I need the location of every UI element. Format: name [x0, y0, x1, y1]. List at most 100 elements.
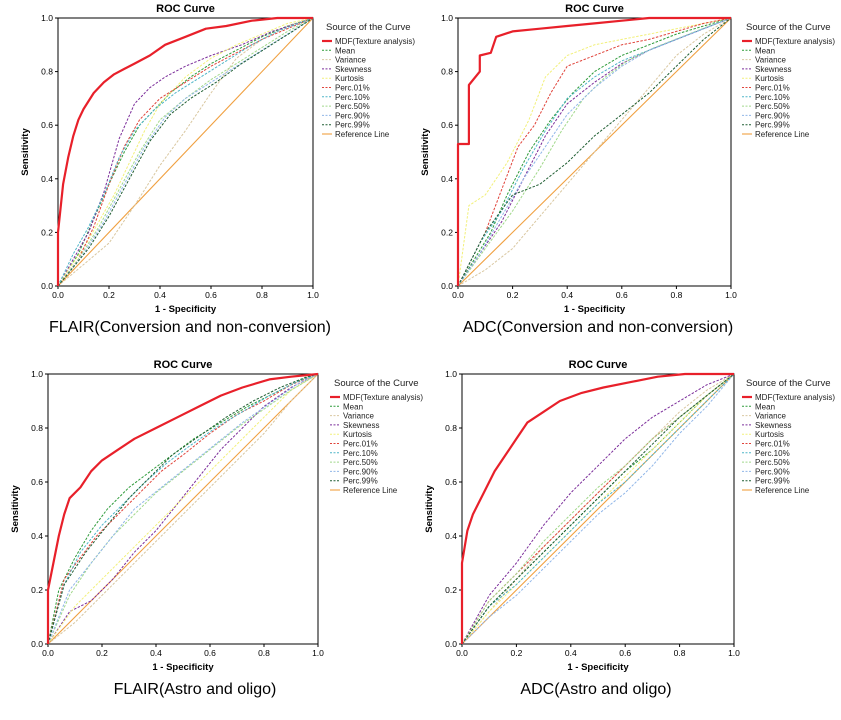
- legend-label-mean: Mean: [343, 402, 363, 411]
- roc-line-skewness: [57, 17, 314, 287]
- legend-label-skewness: Skewness: [755, 421, 791, 430]
- panel-caption: FLAIR(Conversion and non-conversion): [49, 319, 331, 336]
- legend-label-mean: Mean: [755, 402, 775, 411]
- y-tick-label: 0.0: [41, 281, 53, 291]
- roc-line-perc-10: [461, 373, 735, 645]
- legend-label-perc-90: Perc.90%: [343, 467, 378, 476]
- roc-line-mdf-texture-analysis: [56, 16, 313, 286]
- roc-line-perc-50: [57, 17, 314, 287]
- y-tick-label: 0.2: [445, 585, 457, 595]
- y-tick-label: 0.2: [441, 227, 453, 237]
- roc-line-perc-10: [47, 373, 319, 645]
- y-tick-label: 0.8: [445, 423, 457, 433]
- legend-label-kurtosis: Kurtosis: [755, 74, 784, 83]
- roc-line-variance: [47, 373, 319, 645]
- legend-label-mdf-texture-analysis: MDF(Texture analysis): [755, 37, 835, 46]
- legend-label-reference-line: Reference Line: [755, 130, 810, 139]
- roc-line-perc-99: [47, 373, 319, 645]
- legend-label-perc-99: Perc.99%: [343, 477, 378, 486]
- x-tick-label: 0.0: [456, 648, 468, 658]
- legend-label-perc-50: Perc.50%: [755, 102, 790, 111]
- chart-title: ROC Curve: [154, 359, 213, 371]
- roc-line-perc-90: [457, 17, 732, 287]
- x-tick-label: 0.4: [154, 290, 166, 300]
- legend-label-variance: Variance: [335, 56, 367, 65]
- panel-caption: FLAIR(Astro and oligo): [114, 681, 277, 698]
- legend-label-variance: Variance: [343, 412, 375, 421]
- roc-line-skewness: [47, 373, 319, 645]
- y-tick-label: 0.0: [441, 281, 453, 291]
- legend-label-kurtosis: Kurtosis: [755, 430, 784, 439]
- legend-label-skewness: Skewness: [343, 421, 379, 430]
- x-tick-label: 1.0: [725, 290, 737, 300]
- x-tick-label: 0.0: [42, 648, 54, 658]
- panel-caption: ADC(Conversion and non-conversion): [463, 319, 733, 336]
- legend-label-perc-50: Perc.50%: [343, 458, 378, 467]
- y-tick-label: 0.4: [445, 531, 457, 541]
- legend-label-perc-90: Perc.90%: [755, 467, 790, 476]
- y-tick-label: 0.0: [445, 639, 457, 649]
- roc-line-variance: [457, 17, 732, 287]
- chart-title: ROC Curve: [569, 359, 628, 371]
- y-axis-label: Sensitivity: [420, 128, 431, 176]
- legend-label-kurtosis: Kurtosis: [335, 74, 364, 83]
- x-tick-label: 1.0: [307, 290, 319, 300]
- legend-label-variance: Variance: [755, 56, 787, 65]
- y-tick-label: 0.6: [31, 477, 43, 487]
- chart-title: ROC Curve: [156, 3, 215, 15]
- x-tick-label: 0.8: [256, 290, 268, 300]
- legend-label-perc-10: Perc.10%: [343, 449, 378, 458]
- x-tick-label: 0.4: [565, 648, 577, 658]
- roc-line-perc-99: [57, 17, 314, 287]
- legend-label-perc-90: Perc.90%: [335, 111, 370, 120]
- legend-label-perc-01: Perc.01%: [755, 440, 790, 449]
- legend-label-perc-10: Perc.10%: [755, 93, 790, 102]
- y-tick-label: 0.6: [445, 477, 457, 487]
- x-tick-label: 0.2: [103, 290, 115, 300]
- x-tick-label: 1.0: [312, 648, 324, 658]
- roc-line-mdf-texture-analysis: [460, 372, 734, 644]
- legend-title: Source of the Curve: [746, 22, 831, 33]
- legend-label-mdf-texture-analysis: MDF(Texture analysis): [755, 393, 835, 402]
- x-tick-label: 0.6: [204, 648, 216, 658]
- x-axis-label: 1 - Specificity: [564, 304, 626, 315]
- y-tick-label: 1.0: [31, 369, 43, 379]
- y-tick-label: 0.8: [441, 67, 453, 77]
- legend-label-kurtosis: Kurtosis: [343, 430, 372, 439]
- roc-line-reference-line: [57, 17, 314, 287]
- legend-label-reference-line: Reference Line: [335, 130, 390, 139]
- y-tick-label: 1.0: [445, 369, 457, 379]
- legend-label-reference-line: Reference Line: [755, 486, 810, 495]
- legend-label-perc-01: Perc.01%: [335, 84, 370, 93]
- x-axis-label: 1 - Specificity: [567, 662, 629, 673]
- y-tick-label: 0.0: [31, 639, 43, 649]
- x-tick-label: 0.2: [96, 648, 108, 658]
- y-tick-label: 0.8: [41, 67, 53, 77]
- roc-line-perc-01: [57, 17, 314, 287]
- legend-label-mdf-texture-analysis: MDF(Texture analysis): [343, 393, 423, 402]
- legend-label-skewness: Skewness: [335, 65, 371, 74]
- roc-line-skewness: [461, 373, 735, 645]
- x-tick-label: 1.0: [728, 648, 740, 658]
- legend-title: Source of the Curve: [326, 22, 411, 33]
- legend-label-perc-10: Perc.10%: [755, 449, 790, 458]
- x-tick-label: 0.0: [452, 290, 464, 300]
- legend-label-mdf-texture-analysis: MDF(Texture analysis): [335, 37, 415, 46]
- chart-panel-3: ROC Curve 0.00.0 0.2 0.2 0.4 0.4 0.6 0.6 0.8 0.8 1…: [10, 359, 423, 698]
- panel-caption: ADC(Astro and oligo): [520, 681, 671, 698]
- chart-panel-4: ROC Curve 0.00.0 0.2 0.2 0.4 0.4 0.6 0.6 0.8 0.8 1…: [424, 359, 835, 698]
- legend-label-mean: Mean: [335, 46, 355, 55]
- roc-line-perc-99: [461, 373, 735, 645]
- roc-line-kurtosis: [457, 17, 732, 287]
- x-tick-label: 0.0: [52, 290, 64, 300]
- roc-line-perc-10: [457, 17, 732, 287]
- roc-line-variance: [461, 373, 735, 645]
- roc-line-perc-90: [47, 373, 319, 645]
- x-tick-label: 0.2: [507, 290, 519, 300]
- chart-panel-2: ROC Curve 0.00.0 0.2 0.2 0.4 0.4 0.6 0.6 0.8 0.8 1…: [420, 3, 835, 336]
- roc-line-perc-50: [461, 373, 735, 645]
- roc-line-perc-90: [461, 373, 735, 645]
- x-tick-label: 0.8: [258, 648, 270, 658]
